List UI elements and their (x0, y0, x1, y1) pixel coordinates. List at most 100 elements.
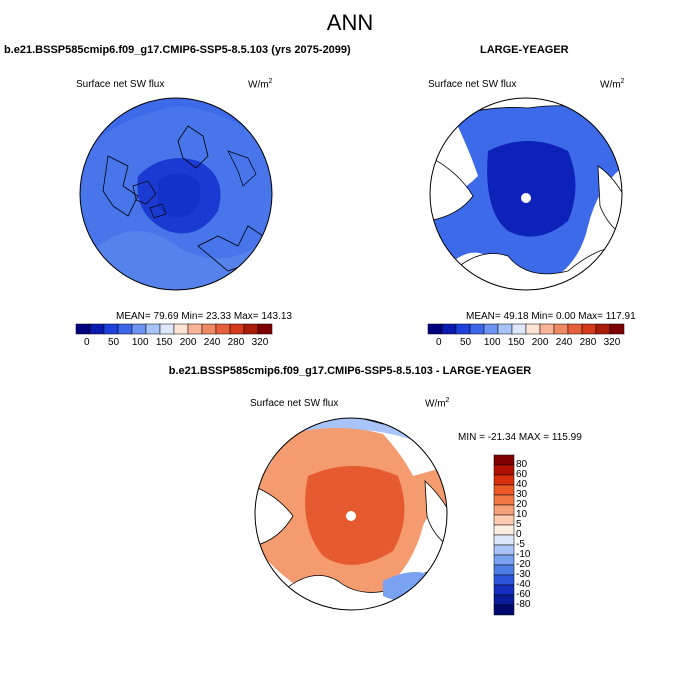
panel2-colorbar-swatch (427, 323, 443, 335)
panel3-colorbar-swatch (493, 554, 515, 566)
panel1-colorbar-swatch (89, 323, 105, 335)
panel2-colorbar-swatch (525, 323, 541, 335)
panel2-colorbar-tick: 320 (603, 337, 621, 348)
panel1-colorbar-swatch (187, 323, 203, 335)
panel2-colorbar-swatch (539, 323, 555, 335)
panel1-coast-archipelago (132, 180, 167, 219)
panel2-stats: MEAN= 49.18 Min= 0.00 Max= 117.91 (466, 311, 636, 322)
panel3-colorbar-swatch (493, 594, 515, 606)
panel2-colorbar-tick: 100 (483, 337, 501, 348)
panel1-colorbar-tick: 320 (251, 337, 269, 348)
panel1-colorbar-tick: 100 (131, 337, 149, 348)
panel2-colorbar-swatch (455, 323, 471, 335)
panel3-variable-label: Surface net SW flux (250, 398, 339, 409)
panel3-case-title: b.e21.BSSP585cmip6.f09_g17.CMIP6-SSP5-8.… (168, 365, 532, 377)
panel1-colorbar-tick: 200 (179, 337, 197, 348)
panel2-polar-map (429, 97, 623, 291)
panel3-polar-map (254, 417, 448, 611)
panel3-colorbar-labels: 80 60 40 30 20 10 5 0 -5 -10 -20 -30 -40 -60 -80 (516, 455, 546, 615)
panel3-colorbar-swatch (493, 464, 515, 476)
panel3-colorbar-tick: -40 (516, 579, 531, 590)
panel1-colorbar-tick: 150 (155, 337, 173, 348)
panel1-coast-europe (227, 150, 257, 187)
panel2-colorbar-swatch (609, 323, 625, 335)
panel2-colorbar-tick: 200 (531, 337, 549, 348)
panel3-colorbar-tick: 5 (516, 519, 522, 530)
panel3-colorbar-tick: -20 (516, 559, 531, 570)
panel2-case-title: LARGE-YEAGER (480, 44, 569, 56)
panel3-colorbar-swatch (493, 494, 515, 506)
panel2-variable-label: Surface net SW flux (428, 79, 517, 90)
panel1-coast-siberia (197, 225, 264, 272)
panel3-colorbar-tick: -10 (516, 549, 531, 560)
panel1-polar-map (79, 97, 273, 291)
panel3-land-east (424, 480, 447, 547)
panel3-colorbar-tick: -30 (516, 569, 531, 580)
panel1-colorbar-swatch (173, 323, 189, 335)
panel3-colorbar-swatch (493, 544, 515, 556)
panel2-land-west (430, 155, 474, 222)
panel2-colorbar-tick: 0 (436, 337, 442, 348)
panel2-land-east (597, 165, 622, 237)
panel3-colorbar-tick: 30 (516, 489, 528, 500)
panel1-case-title: b.e21.BSSP585cmip6.f09_g17.CMIP6-SSP5-8.… (4, 44, 351, 56)
panel3-colorbar-tick: 10 (516, 509, 528, 520)
panel2-colorbar (427, 323, 625, 335)
panel2-colorbar-swatch (581, 323, 597, 335)
panel1-colorbar (75, 323, 273, 335)
panel1-colorbar-tick: 240 (203, 337, 221, 348)
panel2-colorbar-swatch (511, 323, 527, 335)
panel2-colorbar-swatch (595, 323, 611, 335)
panel1-coast-canada (102, 155, 139, 217)
panel1-colorbar-tick: 0 (84, 337, 90, 348)
panel3-colorbar-swatch (493, 504, 515, 516)
panel1-coast-greenland (177, 125, 209, 169)
panel2-units-label: W/m2 (600, 78, 625, 91)
panel2-arctic-core (487, 141, 576, 237)
panel3-colorbar (493, 454, 515, 616)
panel1-variable-label: Surface net SW flux (76, 79, 165, 90)
panel2-colorbar-swatch (497, 323, 513, 335)
panel1-colorbar-swatch (117, 323, 133, 335)
panel3-colorbar-swatch (493, 454, 515, 466)
panel1-colorbar-tick: 50 (107, 337, 120, 348)
panel3-colorbar-tick: -5 (516, 539, 525, 550)
panel3-colorbar-tick: -80 (516, 599, 531, 610)
panel1-colorbar-swatch (243, 323, 259, 335)
panel2-colorbar-tick: 280 (579, 337, 597, 348)
panel1-colorbar-swatch (257, 323, 273, 335)
panel3-colorbar-tick: -60 (516, 589, 531, 600)
panel2-colorbar-swatch (553, 323, 569, 335)
panel3-colorbar-tick: 60 (516, 469, 528, 480)
panel3-colorbar-swatch (493, 534, 515, 546)
panel2-colorbar-swatch (567, 323, 583, 335)
panel3-units-label: W/m2 (425, 397, 450, 410)
panel3-colorbar-swatch (493, 584, 515, 596)
panel3-stats: MIN = -21.34 MAX = 115.99 (458, 432, 582, 443)
panel2-colorbar-swatch (441, 323, 457, 335)
panel3-colorbar-tick: 20 (516, 499, 528, 510)
panel2-colorbar-tick: 150 (507, 337, 525, 348)
panel1-core-inner (158, 173, 201, 218)
panel1-colorbar-swatch (229, 323, 245, 335)
panel3-colorbar-tick: 80 (516, 459, 528, 470)
panel1-units-label: W/m2 (248, 78, 273, 91)
panel1-stats: MEAN= 79.69 Min= 23.33 Max= 143.13 (116, 311, 292, 322)
panel2-colorbar-swatch (469, 323, 485, 335)
panel3-polehole (346, 511, 356, 521)
panel3-colorbar-swatch (493, 484, 515, 496)
panel3-colorbar-swatch (493, 514, 515, 526)
panel3-colorbar-swatch (493, 574, 515, 586)
figure-title: ANN (326, 10, 374, 35)
panel2-colorbar-swatch (483, 323, 499, 335)
panel1-colorbar-labels: 0 50 100 150 200 240 280 320 (76, 337, 272, 349)
panel3-colorbar-tick: 0 (516, 529, 522, 540)
panel1-colorbar-swatch (145, 323, 161, 335)
panel1-colorbar-swatch (201, 323, 217, 335)
panel3-colorbar-swatch (493, 604, 515, 616)
panel1-colorbar-swatch (75, 323, 91, 335)
panel2-colorbar-labels: 0 50 100 150 200 240 280 320 (428, 337, 624, 349)
panel3-colorbar-tick: 40 (516, 479, 528, 490)
panel2-colorbar-tick: 50 (459, 337, 472, 348)
panel3-colorbar-swatch (493, 474, 515, 486)
